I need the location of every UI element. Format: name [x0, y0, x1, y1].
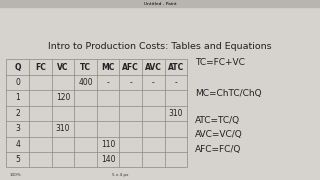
Text: 120: 120	[56, 93, 70, 102]
Text: AVC: AVC	[145, 63, 162, 72]
Text: -: -	[152, 78, 155, 87]
Text: Intro to Production Costs: Tables and Equations: Intro to Production Costs: Tables and Eq…	[48, 42, 272, 51]
Text: TC: TC	[80, 63, 91, 72]
Text: -: -	[107, 78, 109, 87]
Text: 400: 400	[78, 78, 93, 87]
Text: -: -	[129, 78, 132, 87]
Text: 140: 140	[101, 155, 115, 164]
Text: 5 x 4 px: 5 x 4 px	[112, 173, 129, 177]
Text: 3: 3	[15, 124, 20, 133]
Text: 4: 4	[15, 140, 20, 149]
Text: 310: 310	[56, 124, 70, 133]
Text: AFC=FC/Q: AFC=FC/Q	[195, 145, 242, 154]
Text: TC=FC+VC: TC=FC+VC	[195, 58, 245, 67]
Text: MC: MC	[101, 63, 115, 72]
Bar	[0, 0, 320, 7]
Text: 0: 0	[15, 78, 20, 87]
Text: AFC: AFC	[122, 63, 139, 72]
Text: FC: FC	[35, 63, 46, 72]
Text: 5: 5	[15, 155, 20, 164]
Text: 2: 2	[15, 109, 20, 118]
Text: 310: 310	[169, 109, 183, 118]
Text: ATC=TC/Q: ATC=TC/Q	[195, 116, 240, 125]
Text: -: -	[174, 78, 177, 87]
Text: VC: VC	[57, 63, 69, 72]
Text: Untitled - Paint: Untitled - Paint	[144, 2, 176, 6]
Text: Q: Q	[14, 63, 21, 72]
Text: ATC: ATC	[168, 63, 184, 72]
Text: 110: 110	[101, 140, 115, 149]
Text: 100%: 100%	[10, 173, 21, 177]
Text: 1: 1	[15, 93, 20, 102]
Text: AVC=VC/Q: AVC=VC/Q	[195, 130, 243, 140]
Text: MC=ChTC/ChQ: MC=ChTC/ChQ	[195, 89, 262, 98]
